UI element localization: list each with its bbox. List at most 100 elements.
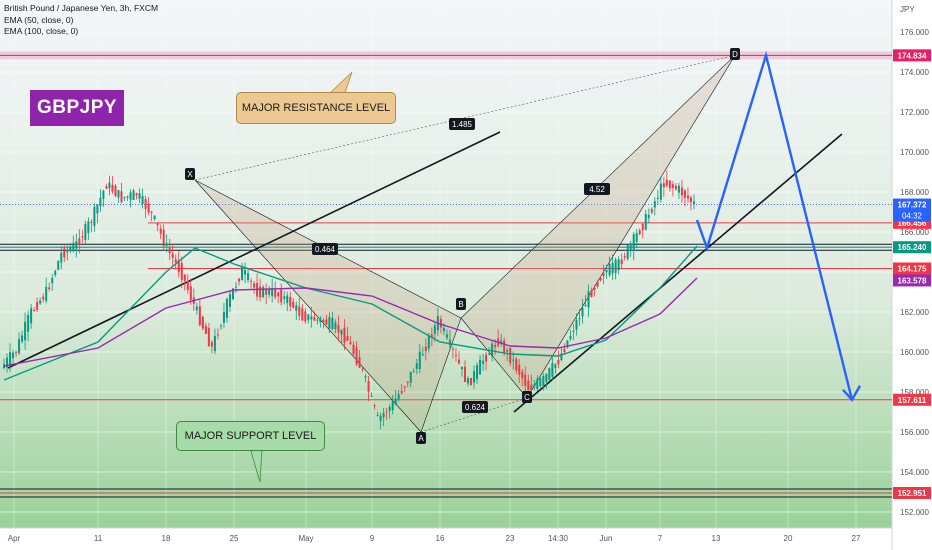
ratio-label-box	[312, 243, 338, 255]
price-label-box	[893, 486, 931, 499]
candle-body	[238, 278, 241, 282]
candle-body	[460, 366, 463, 370]
candle-body	[3, 364, 5, 369]
candle-body	[141, 196, 144, 204]
candle-body	[75, 241, 78, 249]
candle-body	[168, 248, 171, 254]
ema100-legend[interactable]: EMA (100, close, 0)	[4, 26, 79, 36]
candle-body	[219, 325, 222, 327]
candle-body	[325, 319, 328, 325]
price-label-box	[893, 241, 931, 254]
candle-body	[370, 395, 373, 397]
y-axis-unit: JPY	[900, 5, 915, 14]
candle-body	[451, 348, 454, 350]
candle-body	[382, 413, 385, 418]
candle-body	[90, 221, 93, 223]
candle-body	[63, 248, 66, 258]
price-label: 164.175	[898, 265, 927, 274]
candle-body	[102, 190, 105, 199]
candle-body	[183, 274, 186, 281]
candle-body	[482, 360, 485, 365]
candle-body	[439, 318, 442, 328]
candle-body	[668, 180, 671, 189]
candle-body	[295, 305, 298, 311]
ratio-line-xd	[194, 55, 736, 181]
candle-body	[177, 260, 180, 273]
candle-body	[454, 355, 457, 357]
x-tick-label: 27	[852, 534, 861, 543]
price-label-box	[893, 274, 931, 287]
symbol-title: British Pound / Japanese Yen, 3h, FXCM	[4, 3, 159, 13]
candle-body	[33, 309, 36, 311]
candle-body	[298, 306, 301, 316]
countdown-label: 04:32	[902, 212, 923, 221]
candle-body	[391, 401, 394, 411]
candle-body	[488, 353, 491, 355]
candle-body	[126, 196, 129, 198]
candle-body	[421, 354, 424, 356]
candle-body	[250, 280, 253, 282]
candle-body	[222, 311, 225, 323]
y-tick-label: 170.000	[900, 148, 929, 157]
candle-body	[575, 319, 578, 330]
candle-body	[289, 297, 292, 307]
candle-body	[319, 318, 322, 323]
candle-body	[412, 371, 415, 373]
x-tick-label: 25	[230, 534, 239, 543]
candle-body	[69, 247, 72, 251]
candle-body	[292, 301, 295, 308]
candle-body	[635, 233, 638, 242]
candle-body	[689, 197, 692, 202]
candle-body	[602, 272, 605, 277]
candle-body	[265, 289, 268, 295]
pattern-point-label: X	[187, 170, 193, 179]
price-label: 163.578	[898, 276, 927, 285]
ticker-badge: GBPJPY	[30, 90, 124, 126]
candle-body	[21, 335, 24, 342]
candle-body	[566, 340, 569, 348]
ema50-legend[interactable]: EMA (50, close, 0)	[4, 15, 74, 25]
pattern-point-label: D	[732, 50, 738, 59]
candle-body	[9, 352, 12, 366]
candle-body	[388, 406, 391, 411]
candle-body	[470, 378, 473, 386]
candle-body	[228, 294, 231, 307]
candle-body	[590, 290, 593, 298]
candle-body	[78, 238, 81, 245]
time-axis-panel	[0, 528, 892, 550]
candle-body	[108, 182, 111, 189]
resistance-callout: MAJOR RESISTANCE LEVEL	[236, 92, 396, 124]
candle-body	[201, 317, 204, 329]
candle-body	[551, 363, 554, 377]
candle-body	[638, 230, 641, 235]
candle-body	[665, 179, 668, 186]
candle-body	[653, 201, 656, 208]
candle-body	[343, 327, 346, 343]
ratio-label-box	[462, 401, 488, 413]
y-tick-label: 162.000	[900, 308, 929, 317]
pattern-point-label: B	[458, 300, 463, 309]
candle-body	[647, 214, 650, 219]
candle-body	[674, 185, 677, 190]
candle-body	[231, 288, 234, 300]
candle-body	[216, 334, 219, 336]
candle-body	[307, 314, 310, 320]
candle-body	[144, 199, 147, 209]
candle-body	[527, 380, 530, 391]
y-tick-label: 152.000	[900, 508, 929, 517]
pattern-point-box	[456, 298, 466, 310]
candle-body	[515, 358, 518, 371]
candle-body	[409, 371, 412, 383]
candle-body	[274, 288, 277, 298]
candle-body	[485, 354, 488, 362]
candle-body	[244, 269, 247, 275]
candle-body	[463, 366, 466, 383]
candle-body	[500, 340, 503, 344]
candle-body	[626, 245, 629, 259]
y-tick-label: 158.000	[900, 388, 929, 397]
candle-body	[60, 252, 63, 263]
candle-body	[138, 193, 141, 199]
candle-body	[18, 339, 21, 354]
